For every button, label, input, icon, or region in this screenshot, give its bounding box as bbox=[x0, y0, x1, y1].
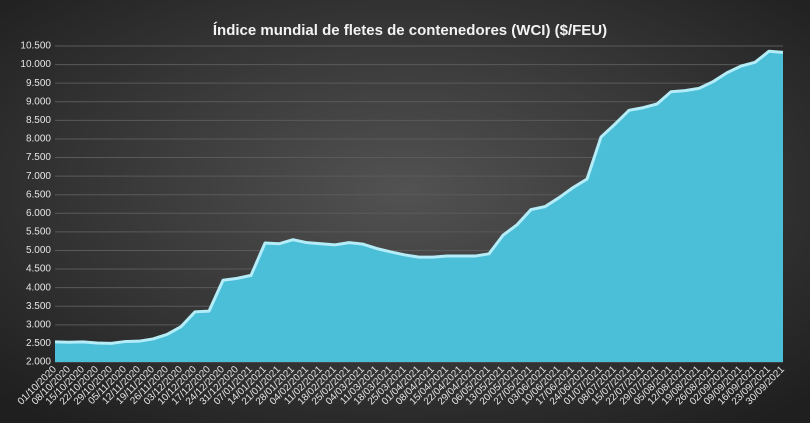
y-tick-label: 10.500 bbox=[20, 41, 51, 52]
y-tick-label: 9.000 bbox=[26, 96, 51, 107]
y-tick-label: 8.500 bbox=[26, 115, 51, 126]
y-tick-label: 3.000 bbox=[26, 319, 51, 330]
y-tick-label: 5.500 bbox=[26, 227, 51, 238]
y-tick-label: 6.500 bbox=[26, 189, 51, 200]
y-tick-label: 5.000 bbox=[26, 245, 51, 256]
y-tick-label: 2.500 bbox=[26, 338, 51, 349]
y-tick-label: 4.000 bbox=[26, 282, 51, 293]
chart-title: Índice mundial de fletes de contenedores… bbox=[213, 22, 607, 39]
y-tick-label: 3.500 bbox=[26, 301, 51, 312]
y-tick-label: 7.000 bbox=[26, 171, 51, 182]
y-tick-label: 7.500 bbox=[26, 152, 51, 163]
y-tick-label: 10.000 bbox=[20, 59, 51, 70]
y-tick-label: 9.500 bbox=[26, 78, 51, 89]
area-edge bbox=[54, 49, 784, 345]
area bbox=[55, 51, 783, 362]
y-tick-label: 2.000 bbox=[26, 357, 51, 368]
y-tick-label: 8.000 bbox=[26, 134, 51, 145]
y-tick-label: 6.000 bbox=[26, 208, 51, 219]
y-tick-label: 4.500 bbox=[26, 264, 51, 275]
